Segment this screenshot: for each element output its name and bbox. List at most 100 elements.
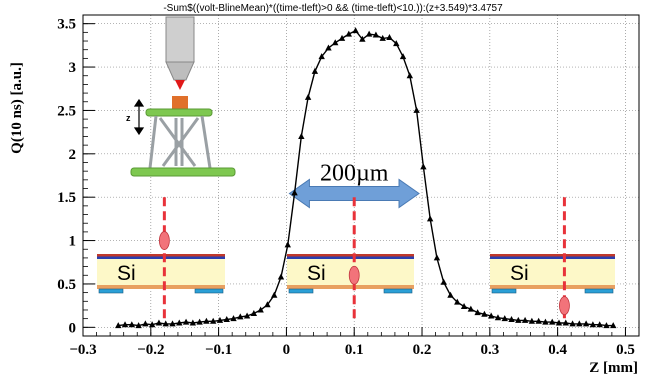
stage-illustration: z bbox=[126, 16, 236, 177]
data-point bbox=[155, 319, 163, 326]
detector-sketch: Si bbox=[490, 197, 615, 323]
electrode-right bbox=[194, 288, 224, 294]
electrode-right bbox=[584, 288, 614, 294]
y-axis-title: Q(10 ns) [a.u.] bbox=[9, 62, 25, 154]
data-point bbox=[460, 303, 468, 310]
width-annotation: 200µm bbox=[288, 161, 420, 209]
plot-frame bbox=[82, 14, 640, 337]
data-point bbox=[298, 132, 305, 139]
data-point bbox=[582, 320, 590, 327]
data-point bbox=[223, 316, 230, 323]
data-point bbox=[203, 317, 210, 324]
data-point bbox=[209, 317, 217, 324]
data-point bbox=[406, 72, 414, 79]
data-point bbox=[447, 291, 454, 298]
data-point bbox=[474, 309, 481, 316]
data-point bbox=[365, 30, 373, 37]
data-point bbox=[528, 317, 536, 324]
electrode-left bbox=[288, 288, 314, 294]
data-point bbox=[501, 315, 508, 322]
data-point bbox=[549, 318, 556, 325]
data-point bbox=[426, 215, 434, 222]
electrode-right bbox=[383, 288, 413, 294]
data-point bbox=[284, 241, 291, 248]
top-band-blue bbox=[490, 256, 615, 259]
data-point bbox=[216, 316, 224, 323]
x-axis-title: Z [mm] bbox=[589, 360, 638, 376]
top-band-red bbox=[287, 254, 414, 257]
data-point bbox=[555, 319, 563, 326]
data-point bbox=[494, 314, 502, 321]
y-tick-label: 1 bbox=[69, 234, 77, 250]
data-point bbox=[135, 322, 142, 329]
data-point bbox=[277, 273, 285, 280]
data-point bbox=[542, 318, 549, 325]
stage-truss bbox=[148, 115, 212, 169]
x-tick-label: 0 bbox=[283, 342, 291, 358]
data-point bbox=[359, 35, 366, 42]
y-tick-label: 3.5 bbox=[57, 17, 76, 33]
data-point bbox=[393, 40, 400, 47]
data-point bbox=[515, 316, 522, 323]
laser-cone bbox=[175, 80, 185, 90]
data-point bbox=[291, 189, 298, 196]
data-point bbox=[413, 106, 420, 113]
stage-plate-bottom bbox=[130, 167, 236, 177]
data-point bbox=[610, 322, 617, 329]
data-point bbox=[250, 309, 258, 316]
data-point bbox=[399, 53, 407, 60]
top-band-blue bbox=[97, 256, 225, 259]
data-point bbox=[196, 318, 203, 325]
data-markers bbox=[115, 27, 617, 329]
z-label: z bbox=[126, 113, 131, 123]
data-point bbox=[325, 44, 332, 51]
detector-sketch: Si bbox=[287, 197, 414, 323]
data-point bbox=[189, 319, 197, 326]
data-point bbox=[338, 34, 346, 41]
x-tick-label: 0.5 bbox=[616, 342, 635, 358]
data-point bbox=[311, 67, 319, 74]
electrode-left bbox=[491, 288, 517, 294]
z-arrow-icon bbox=[133, 98, 145, 136]
x-tick-label: 0.2 bbox=[413, 342, 432, 358]
data-point bbox=[332, 39, 339, 46]
data-point bbox=[142, 320, 149, 327]
data-point bbox=[562, 319, 569, 326]
y-tick-label: 3 bbox=[69, 60, 77, 76]
y-tick-label: 2 bbox=[69, 147, 77, 163]
silicon-label: Si bbox=[117, 262, 136, 285]
data-point bbox=[454, 298, 461, 305]
data-point bbox=[115, 322, 122, 329]
detector-sketches: Si Si Si bbox=[97, 197, 615, 323]
x-tick-label: −0.3 bbox=[69, 342, 96, 358]
y-tick-label: 0.5 bbox=[57, 277, 76, 293]
sample-block bbox=[172, 96, 188, 109]
data-point bbox=[182, 318, 190, 325]
silicon-label: Si bbox=[307, 262, 326, 285]
x-tick-label: −0.2 bbox=[137, 342, 164, 358]
electrode-left bbox=[98, 288, 124, 294]
data-point bbox=[521, 316, 529, 323]
data-point bbox=[121, 321, 129, 328]
axis-ticks bbox=[82, 23, 626, 336]
data-point bbox=[304, 93, 312, 100]
double-arrow-icon bbox=[288, 178, 420, 209]
data-point bbox=[596, 321, 603, 328]
x-tick-labels: −0.3 −0.2 −0.1 0 0.1 0.2 0.3 0.4 0.5 bbox=[69, 342, 634, 358]
data-point bbox=[230, 315, 237, 322]
detector-sketch: Si bbox=[97, 197, 225, 323]
data-point bbox=[352, 27, 359, 34]
x-tick-label: 0.1 bbox=[345, 342, 364, 358]
data-point bbox=[271, 291, 278, 298]
silicon-bulk bbox=[97, 259, 225, 285]
top-band-red bbox=[97, 254, 225, 257]
data-point bbox=[243, 312, 251, 319]
data-point bbox=[576, 320, 583, 327]
data-point bbox=[237, 313, 244, 320]
x-tick-label: −0.1 bbox=[205, 342, 232, 358]
data-point bbox=[162, 320, 169, 327]
data-point bbox=[487, 312, 495, 319]
chart-title: -Sum$((volt-BlineMean)*((time-tleft)>0 &… bbox=[163, 3, 503, 14]
silicon-bulk bbox=[490, 259, 615, 285]
